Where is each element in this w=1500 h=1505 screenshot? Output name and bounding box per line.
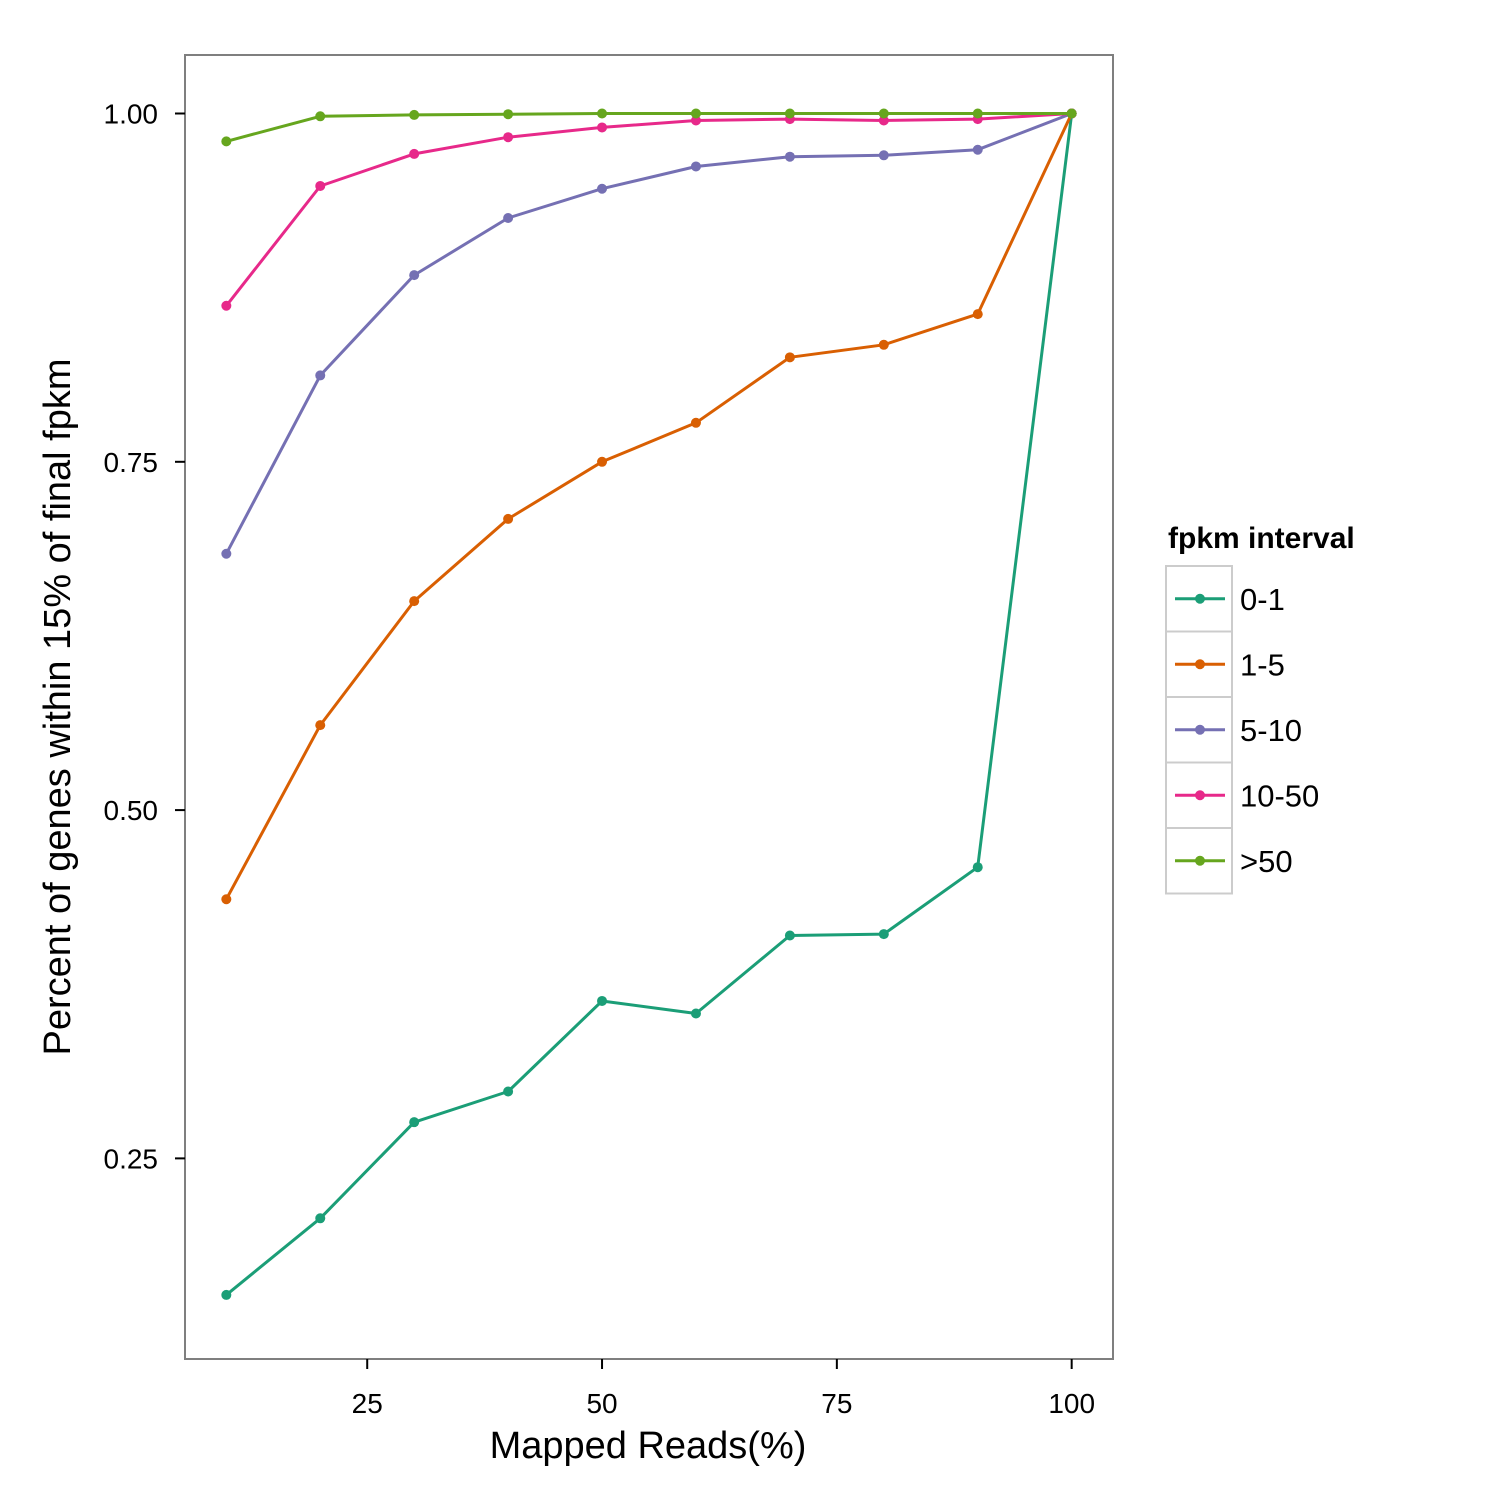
data-point (221, 894, 232, 905)
data-point (503, 132, 514, 143)
legend-key-point (1195, 790, 1205, 801)
series-layer (221, 108, 1077, 1300)
legend: fpkm interval 0-1 1-5 5-10 10-50 >50 (1165, 522, 1355, 895)
data-point (878, 150, 889, 161)
data-point (972, 309, 983, 320)
legend-key-point (1195, 855, 1205, 866)
data-point (221, 1289, 232, 1300)
series-line (224, 112, 1073, 555)
y-tick-label: 1.00 (104, 99, 159, 130)
data-point (878, 929, 889, 940)
legend-key-point (1195, 659, 1205, 670)
data-point (784, 108, 795, 119)
data-point (878, 115, 889, 126)
data-point (315, 111, 326, 122)
series-0-1 (221, 108, 1077, 1300)
data-point (690, 1008, 701, 1019)
data-point (315, 180, 326, 191)
plot-panel (184, 54, 1114, 1360)
data-point (597, 108, 608, 119)
y-tick-label: 0.75 (104, 447, 159, 478)
data-point (597, 995, 608, 1006)
x-tick-label: 25 (352, 1388, 383, 1419)
x-tick-label: 100 (1048, 1388, 1095, 1419)
data-point (784, 151, 795, 162)
data-point (597, 183, 608, 194)
data-point (972, 108, 983, 119)
data-point (690, 417, 701, 428)
series-line (225, 112, 1072, 143)
data-point (409, 109, 420, 120)
x-tick-label: 75 (821, 1388, 852, 1419)
data-point (315, 370, 326, 381)
data-point (972, 144, 983, 155)
legend-label: 0-1 (1240, 582, 1285, 617)
legend-key-point (1195, 724, 1205, 735)
data-point (315, 1213, 326, 1224)
x-axis-label: Mapped Reads(%) (490, 1425, 807, 1467)
data-point (690, 108, 701, 119)
data-point (972, 862, 983, 873)
series-1-5 (221, 108, 1077, 905)
data-point (1066, 108, 1077, 119)
axes: 25 50 75 100 0.25 0.50 0.75 1.00 (104, 99, 1096, 1419)
data-point (221, 300, 232, 311)
legend-item: 0-1 (1165, 565, 1285, 633)
data-point (878, 108, 889, 119)
series-10-50 (221, 108, 1077, 311)
data-point (409, 596, 420, 607)
data-point (690, 115, 701, 126)
y-tick-label: 0.50 (104, 795, 159, 826)
x-tick-label: 50 (586, 1388, 617, 1419)
y-tick-label: 0.25 (104, 1143, 159, 1174)
y-axis-label: Percent of genes within 15% of final fpk… (37, 358, 79, 1055)
legend-item: 1-5 (1165, 630, 1285, 698)
data-point (221, 548, 232, 559)
series->50 (221, 108, 1077, 147)
legend-label: 1-5 (1240, 647, 1285, 682)
series-line (225, 112, 1072, 307)
data-point (409, 270, 420, 281)
legend-label: 10-50 (1240, 778, 1319, 813)
data-point (784, 930, 795, 941)
data-point (221, 136, 232, 147)
data-point (690, 161, 701, 172)
data-point (409, 148, 420, 159)
legend-item: >50 (1165, 827, 1293, 895)
legend-key-point (1195, 593, 1205, 604)
legend-label: >50 (1240, 844, 1293, 879)
series-line (225, 113, 1074, 1297)
data-point (597, 456, 608, 467)
data-point (784, 352, 795, 363)
data-point (409, 1117, 420, 1128)
data-point (503, 109, 514, 120)
data-point (503, 513, 514, 524)
data-point (503, 1086, 514, 1097)
data-point (878, 339, 889, 350)
legend-label: 5-10 (1240, 713, 1302, 748)
legend-item: 5-10 (1165, 696, 1302, 764)
data-point (503, 213, 514, 223)
legend-item: 10-50 (1165, 761, 1319, 829)
legend-title: fpkm interval (1168, 522, 1355, 555)
series-line (224, 112, 1074, 901)
data-point (315, 720, 326, 731)
data-point (597, 122, 608, 133)
